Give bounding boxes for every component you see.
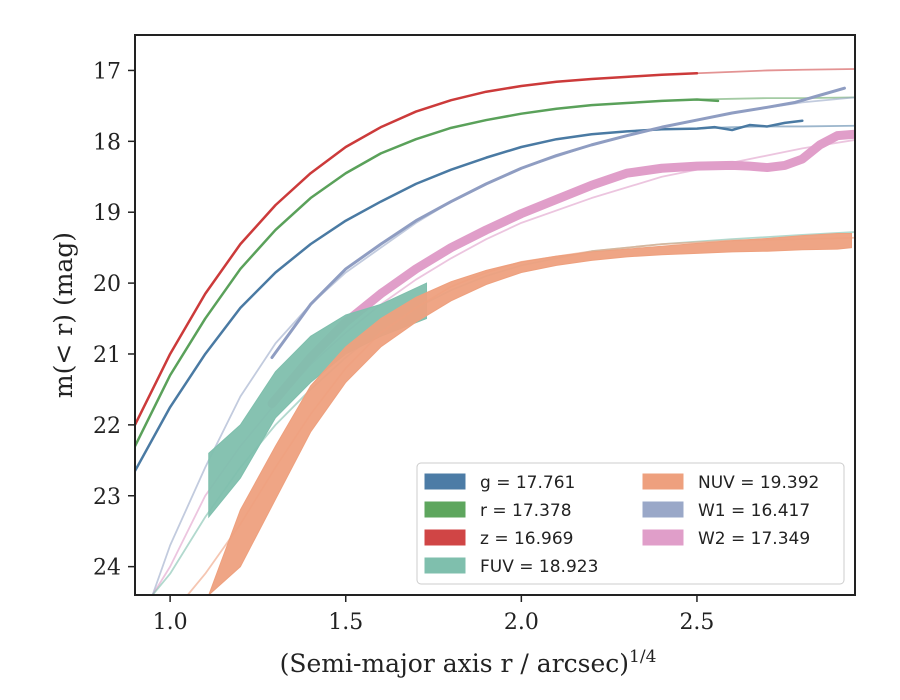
series-line-z	[135, 72, 699, 427]
y-axis: 17 18 19 20 21 22 23 24	[93, 59, 135, 581]
legend-box	[416, 462, 845, 585]
legend-label-g: g = 17.761	[480, 473, 575, 493]
legend-swatch-r	[424, 501, 466, 518]
y-tick-label: 18	[93, 130, 121, 155]
series-line-w1	[270, 86, 846, 360]
legend-swatch-w2	[642, 529, 684, 546]
legend-label-z: z = 16.969	[480, 529, 573, 549]
series-line-r	[135, 98, 720, 448]
y-tick-label: 20	[93, 272, 121, 297]
x-tick-label: 2.0	[504, 610, 539, 635]
y-tick-label: 24	[93, 556, 121, 581]
legend-label-nuv: NUV = 19.392	[698, 473, 819, 493]
legend-label-w2: W2 = 17.349	[698, 529, 810, 549]
y-tick-label: 22	[93, 414, 121, 439]
series-layer	[135, 68, 855, 595]
legend-swatch-fuv	[424, 557, 466, 574]
series-line-g-model	[696, 124, 855, 130]
series-line-g	[135, 119, 804, 473]
y-tick-label: 19	[93, 201, 121, 226]
legend-label-fuv: FUV = 18.923	[480, 557, 598, 577]
x-tick-label: 1.5	[328, 610, 363, 635]
legend-swatch-g	[424, 473, 466, 490]
y-tick-label: 21	[93, 343, 121, 368]
x-tick-label: 1.0	[153, 610, 188, 635]
legend-swatch-w1	[642, 501, 684, 518]
legend: g = 17.761 r = 17.378 z = 16.969 FUV = 18.9…	[416, 462, 845, 585]
y-axis-label: m(< r) (mag)	[49, 232, 78, 398]
y-tick-label: 23	[93, 485, 121, 510]
series-line-z-model	[696, 68, 855, 75]
y-tick-label: 17	[93, 59, 121, 84]
series-line-w2	[267, 129, 855, 409]
legend-swatch-nuv	[642, 473, 684, 490]
x-axis-label: (Semi-major axis r / arcsec)1/4	[280, 647, 657, 678]
legend-swatch-z	[424, 529, 466, 546]
series-band-nuv	[208, 232, 852, 595]
plot-frame	[134, 34, 856, 596]
x-tick-label: 2.5	[679, 610, 714, 635]
series-line-r-model	[696, 96, 855, 101]
legend-label-w1: W1 = 16.417	[698, 501, 810, 521]
x-axis: 1.0 1.5 2.0 2.5	[153, 595, 714, 635]
legend-label-r: r = 17.378	[480, 501, 572, 521]
